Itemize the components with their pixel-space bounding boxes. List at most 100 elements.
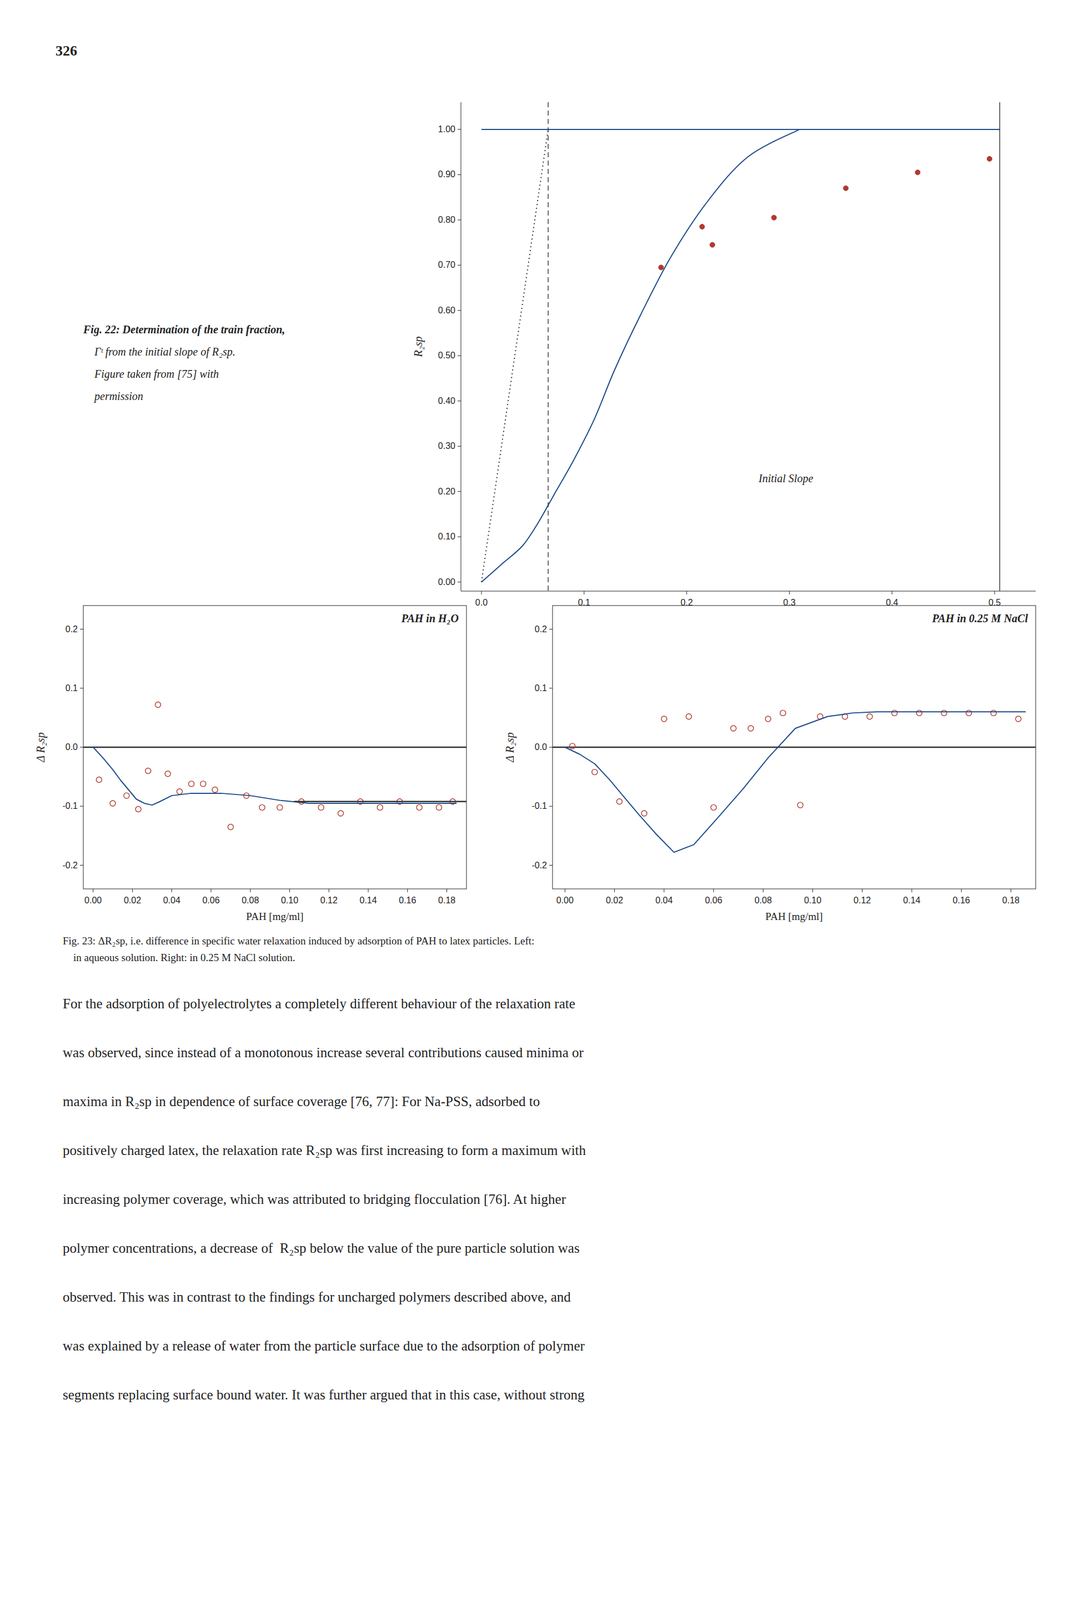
x-tick-label: 0.02 <box>605 895 624 905</box>
plot-frame <box>83 605 467 889</box>
y-tick <box>79 805 84 807</box>
scatter-point <box>891 709 898 716</box>
plot-area <box>83 701 467 830</box>
y-tick <box>549 746 553 748</box>
x-tick <box>249 888 251 892</box>
x-tick-label: 0.16 <box>398 895 416 905</box>
scatter-point <box>318 804 324 810</box>
x-tick-label: 0.06 <box>704 895 722 905</box>
y-tick <box>457 355 461 356</box>
scatter-point <box>730 725 737 731</box>
chart: 0.000.020.040.060.080.100.120.140.160.18… <box>34 605 467 922</box>
x-tick-label: 0.10 <box>280 895 299 905</box>
y-axis-label: Δ R₂sp <box>34 731 48 762</box>
y-tick <box>457 400 461 401</box>
scatter-point <box>780 709 786 716</box>
y-tick <box>457 219 461 220</box>
scatter-point <box>277 804 283 810</box>
scatter-point <box>616 798 622 805</box>
y-tick <box>457 445 461 447</box>
chart-title: PAH in H₂O <box>400 611 459 625</box>
y-tick <box>549 805 553 807</box>
scatter-point <box>1015 715 1022 722</box>
y-tick <box>457 264 461 266</box>
line <box>93 746 458 805</box>
x-tick <box>564 888 566 892</box>
scatter-point <box>154 701 161 708</box>
y-tick-label: -0.1 <box>531 800 547 811</box>
x-tick <box>686 590 687 595</box>
chart: 0.00.10.20.30.40.50.000.100.200.300.400.… <box>412 102 1036 607</box>
y-tick <box>457 490 461 492</box>
x-tick <box>132 888 133 892</box>
x-tick <box>789 590 790 595</box>
scatter-point <box>227 823 234 830</box>
x-tick <box>994 590 996 595</box>
body-text: For the adsorption of polyelectrolytes a… <box>62 995 576 1011</box>
scatter-point <box>641 810 647 816</box>
y-tick <box>457 174 461 175</box>
y-tick <box>549 864 553 866</box>
scatter-point <box>200 780 207 787</box>
scatter-point <box>435 804 442 810</box>
figure-caption: Γᵗ from the initial slope of R₂sp. <box>83 345 236 359</box>
scatter-point <box>771 214 777 220</box>
y-tick-label: 0.0 <box>534 741 547 752</box>
scatter-point <box>710 804 717 810</box>
line <box>481 129 549 582</box>
body-text: positively charged latex, the relaxation… <box>62 1142 587 1158</box>
body-text: increasing polymer coverage, which was a… <box>62 1191 567 1207</box>
scatter-point <box>915 169 921 175</box>
y-tick-label: 0.90 <box>438 169 456 179</box>
y-tick <box>457 128 461 130</box>
scatter-point <box>145 768 152 774</box>
x-tick-label: 0.18 <box>1002 895 1020 905</box>
y-axis-label: R₂sp <box>412 336 425 358</box>
y-axis-line <box>460 102 462 591</box>
x-tick-label: 0.12 <box>853 895 871 905</box>
scatter-point <box>699 224 705 230</box>
plot-area <box>481 102 1000 591</box>
x-tick-label: 0.04 <box>163 895 181 905</box>
scatter-point <box>569 743 576 749</box>
scatter-point <box>990 709 997 716</box>
x-axis-label: PAH [mg/ml] <box>246 910 304 922</box>
y-tick-label: 0.00 <box>438 576 456 587</box>
scatter-point <box>164 770 171 777</box>
x-tick <box>171 888 173 892</box>
x-tick-label: 0.0 <box>475 597 488 607</box>
x-tick-label: 0.04 <box>655 895 673 905</box>
horizontal-line <box>552 746 1036 749</box>
scatter-point <box>188 780 195 787</box>
y-tick-label: 1.00 <box>438 124 456 134</box>
plot-frame <box>552 605 1036 889</box>
y-tick-label: 0.2 <box>65 624 78 634</box>
x-axis-line <box>460 590 1036 592</box>
scatter-point <box>123 792 130 799</box>
body-text: observed. This was in contrast to the fi… <box>62 1288 571 1304</box>
x-tick <box>614 888 615 892</box>
line <box>564 711 1026 852</box>
y-tick-label: 0.80 <box>438 214 456 225</box>
figure-caption: Figure taken from [75] with <box>83 367 219 381</box>
y-tick-label: -0.1 <box>62 800 78 811</box>
curve <box>481 129 800 582</box>
figure-caption: Fig. 23: ΔR₂sp, i.e. difference in speci… <box>62 934 535 947</box>
scatter-point <box>259 804 265 810</box>
scatter-point <box>748 725 754 731</box>
y-tick-label: 0.10 <box>438 531 456 541</box>
x-tick <box>891 590 893 595</box>
body-text: polymer concentrations, a decrease of R₂… <box>62 1240 580 1256</box>
scatter-point <box>797 801 804 808</box>
x-tick <box>446 888 448 892</box>
x-tick-label: 0.06 <box>202 895 220 905</box>
y-tick <box>457 309 461 311</box>
scatter-point <box>176 788 183 795</box>
y-tick-label: 0.70 <box>438 259 456 270</box>
body-text: was explained by a release of water from… <box>62 1337 586 1353</box>
x-tick <box>407 888 408 892</box>
scatter-point <box>212 786 218 793</box>
body-text: was observed, since instead of a monoton… <box>62 1044 585 1060</box>
x-tick-label: 0.14 <box>359 895 378 905</box>
x-tick-label: 0.00 <box>556 895 574 905</box>
